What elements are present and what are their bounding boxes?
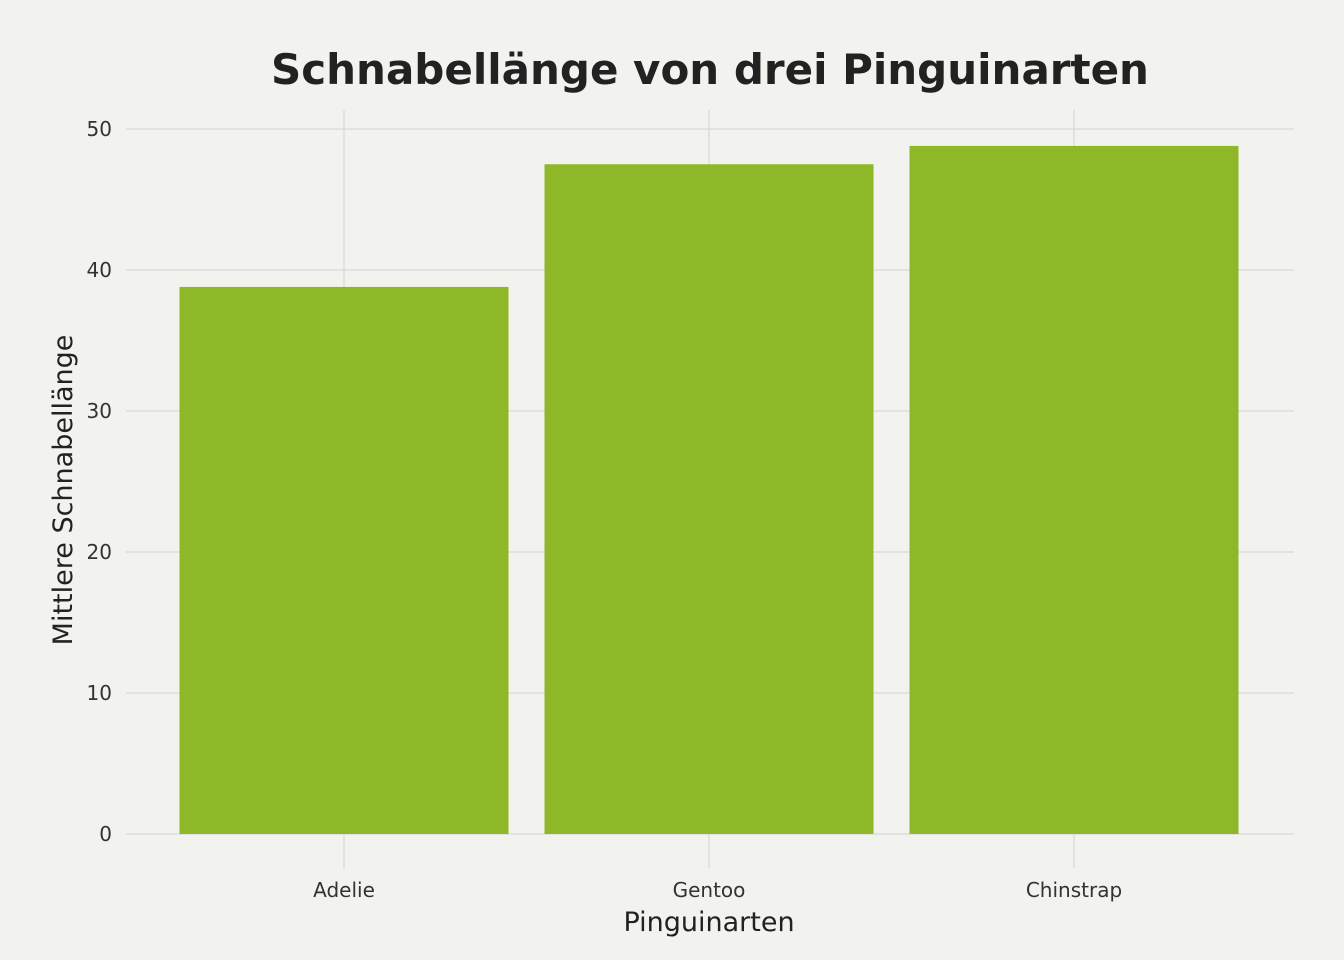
- bar-gentoo: [544, 164, 874, 834]
- y-axis-title: Mittlere Schnabellänge: [48, 335, 79, 646]
- y-tick-label: 40: [87, 258, 112, 282]
- y-tick-label: 0: [99, 822, 112, 846]
- y-tick-label: 30: [87, 399, 112, 423]
- x-axis-ticks: Adelie Gentoo Chinstrap: [313, 878, 1122, 902]
- y-tick-label: 50: [87, 117, 112, 141]
- bar-chinstrap: [909, 145, 1239, 835]
- x-axis-title: Pinguinarten: [623, 907, 794, 938]
- y-axis-ticks: 0 10 20 30 40 50: [87, 117, 112, 846]
- x-tick-label: Adelie: [313, 878, 375, 902]
- x-tick-label: Gentoo: [673, 878, 746, 902]
- y-tick-label: 10: [87, 681, 112, 705]
- chart-title: Schnabellänge von drei Pinguinarten: [271, 45, 1149, 94]
- y-tick-label: 20: [87, 540, 112, 564]
- x-tick-label: Chinstrap: [1026, 878, 1122, 902]
- bars: [179, 145, 1239, 835]
- bar-adelie: [179, 286, 509, 834]
